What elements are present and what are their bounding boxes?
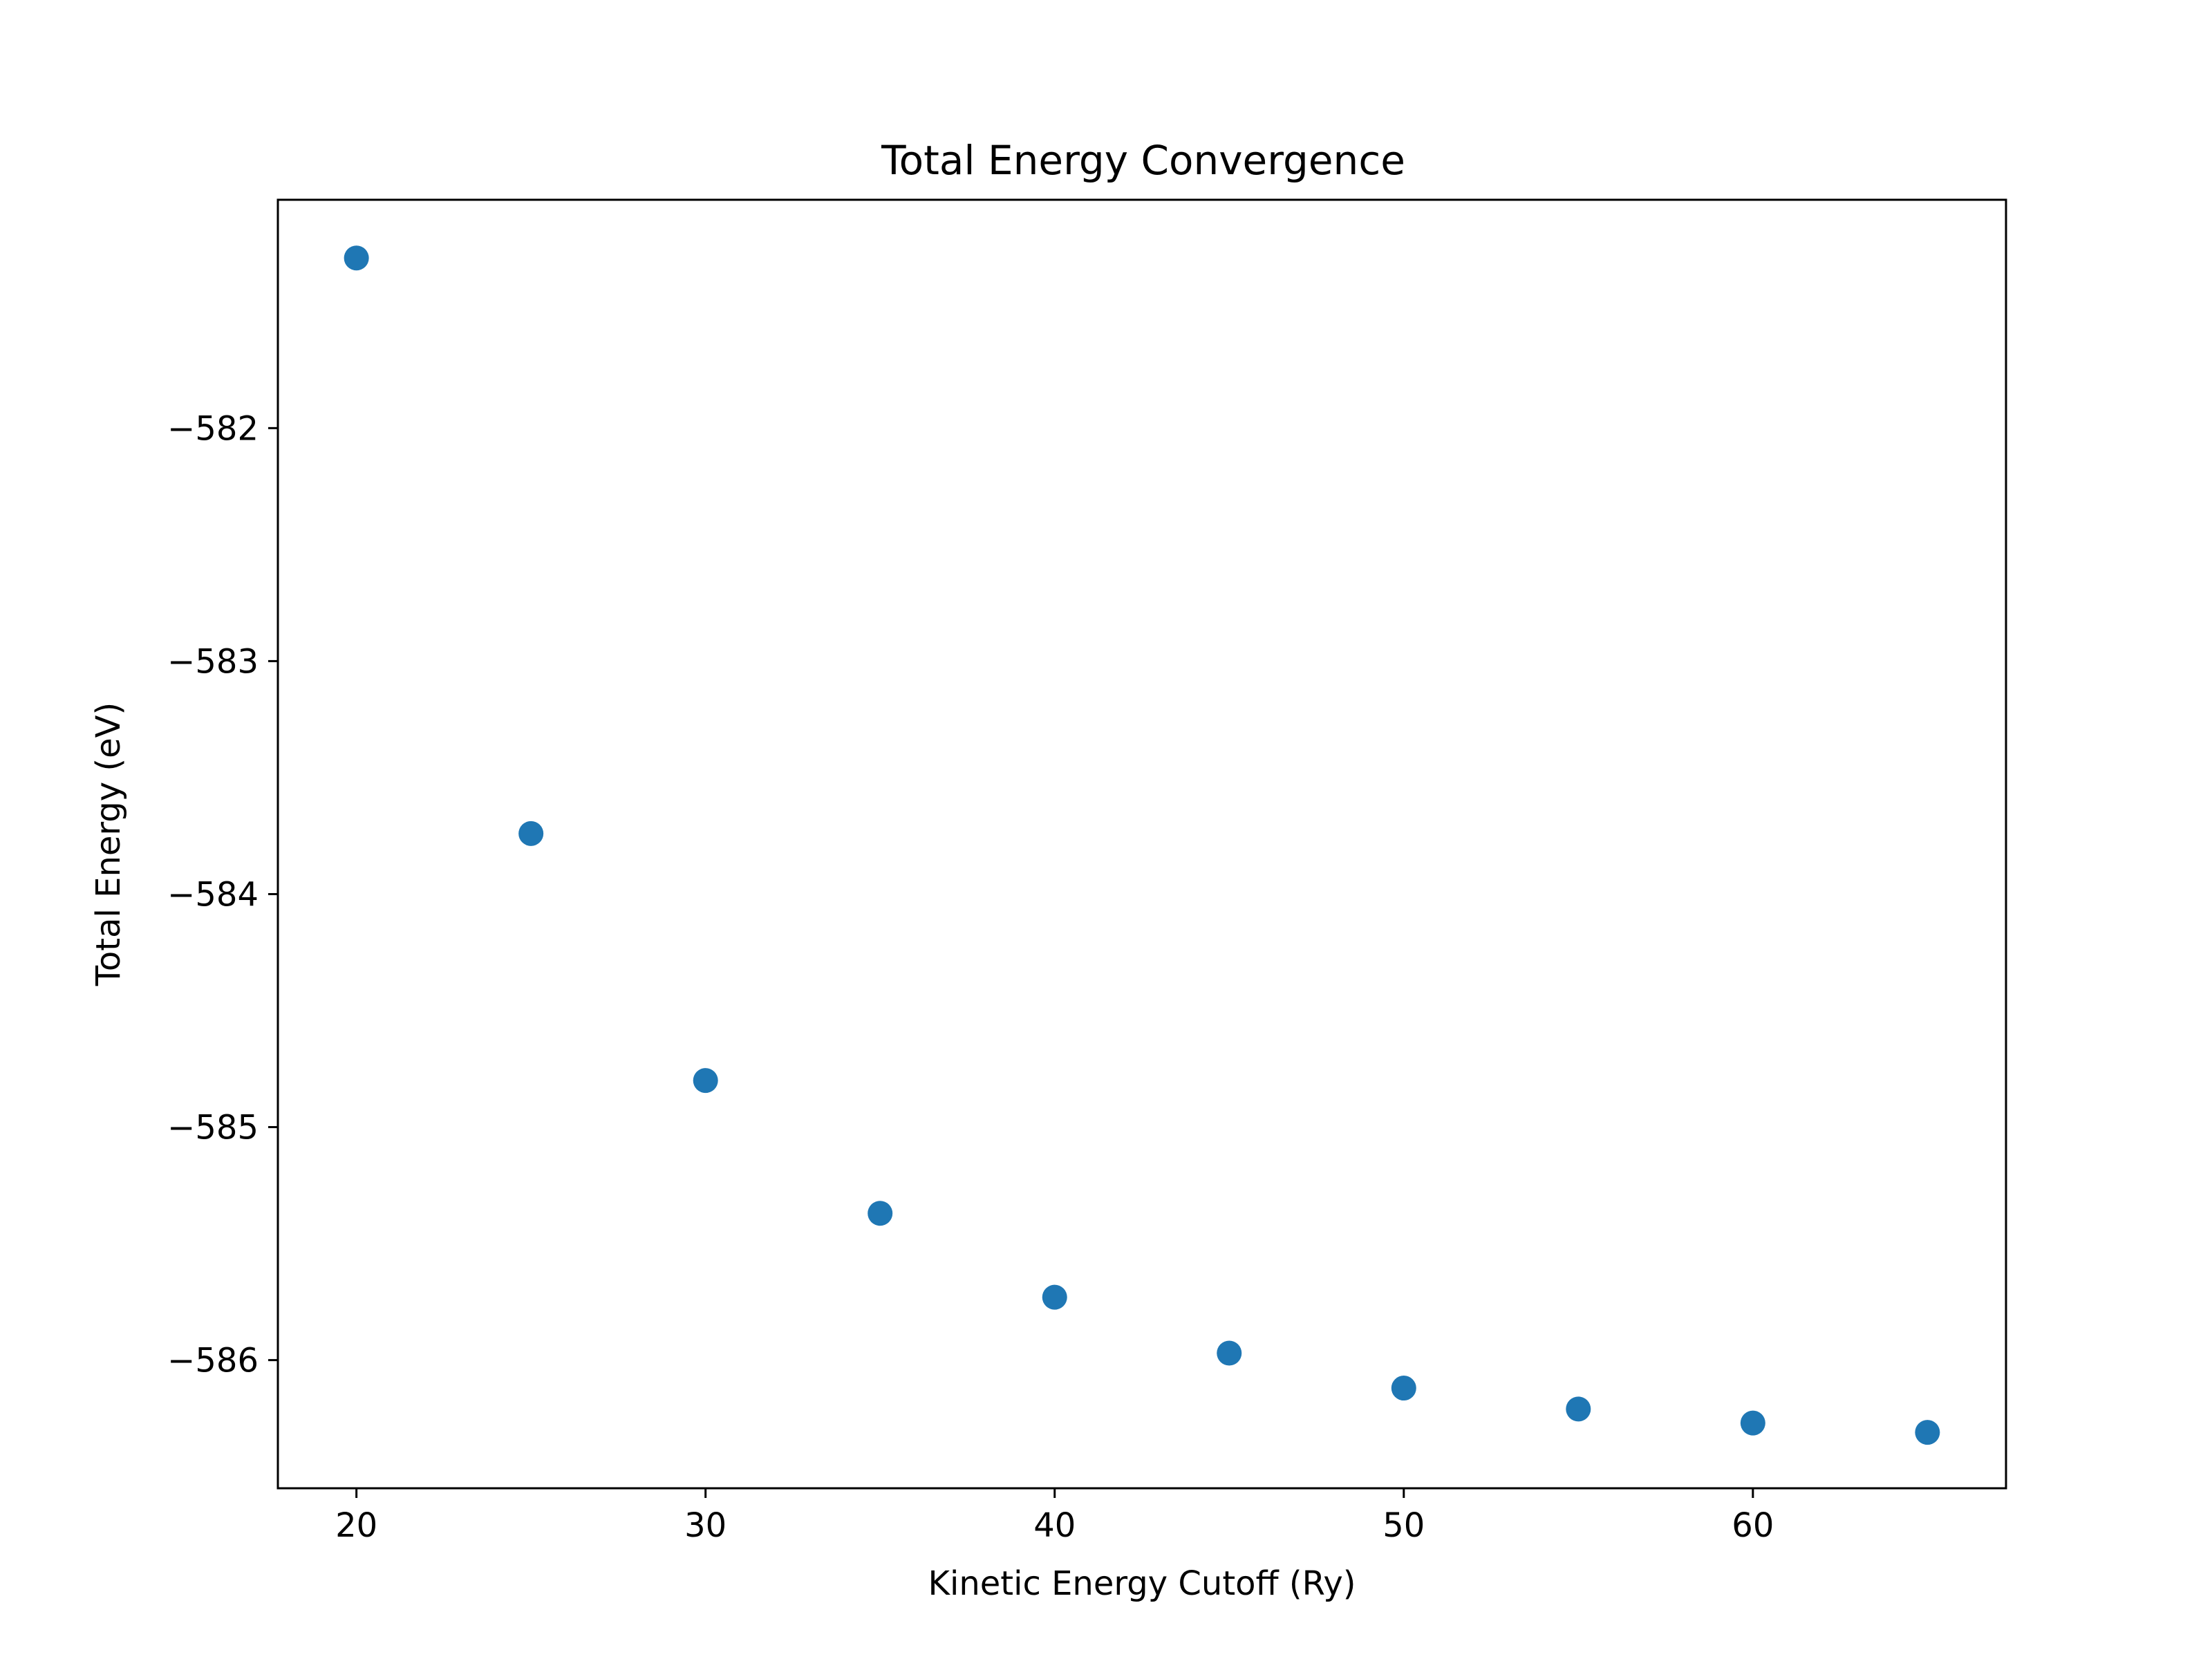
y-axis-ticks: −582 −583 −584 −585 −586	[167, 409, 278, 1380]
y-axis-label: Total Energy (eV)	[89, 702, 128, 986]
chart-title: Total Energy Convergence	[881, 137, 1405, 184]
data-point	[1740, 1410, 1765, 1436]
data-point	[1915, 1420, 1940, 1445]
x-tick-label: 30	[684, 1506, 727, 1545]
x-tick-label: 50	[1382, 1506, 1425, 1545]
plot-frame	[276, 198, 2007, 1490]
data-point	[1217, 1340, 1242, 1366]
y-tick-label: −586	[167, 1342, 259, 1380]
data-point	[1391, 1376, 1416, 1401]
x-axis-label: Kinetic Energy Cutoff (Ry)	[928, 1564, 1356, 1603]
x-tick-label: 40	[1033, 1506, 1076, 1545]
y-tick-label: −582	[167, 409, 259, 448]
plot-area	[344, 245, 1940, 1445]
data-point	[344, 245, 369, 271]
data-point	[1566, 1396, 1591, 1422]
y-tick-label: −584	[167, 875, 259, 914]
y-tick-label: −583	[167, 642, 259, 681]
x-tick-label: 60	[1732, 1506, 1774, 1545]
y-tick-label: −585	[167, 1109, 259, 1147]
x-axis-ticks: 20 30 40 50 60	[335, 1488, 1774, 1545]
data-point	[1042, 1284, 1067, 1310]
data-point	[868, 1201, 893, 1226]
data-point	[518, 821, 544, 846]
x-tick-label: 20	[335, 1506, 377, 1545]
data-point	[693, 1068, 718, 1094]
